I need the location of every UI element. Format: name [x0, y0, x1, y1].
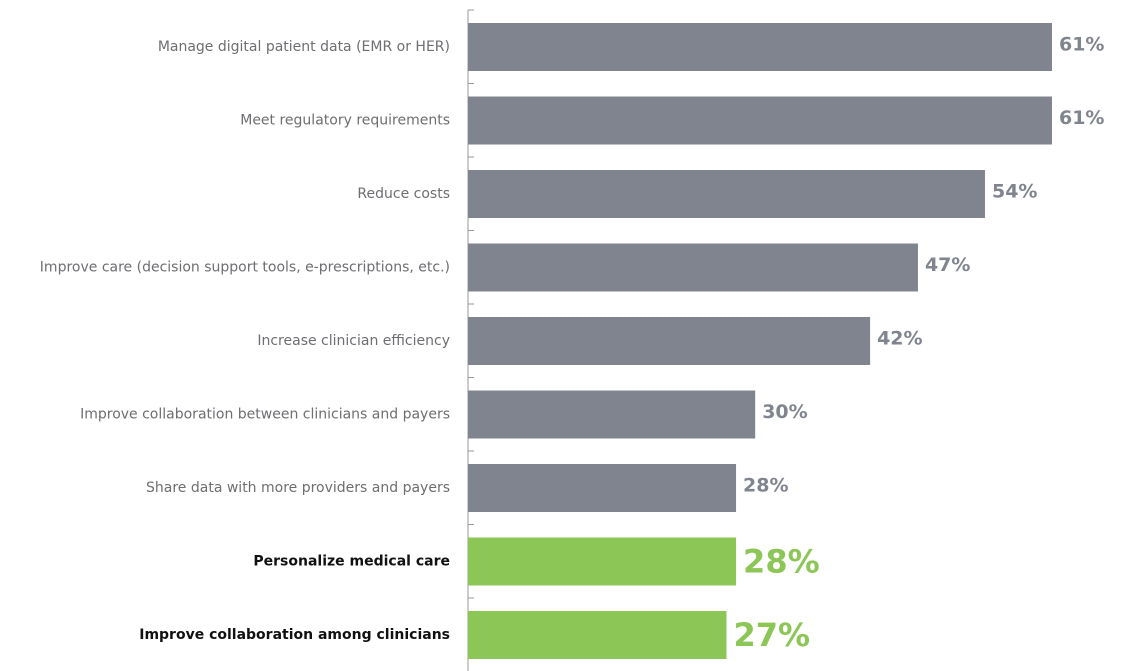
category-label: Share data with more providers and payer… [146, 480, 450, 496]
category-label: Meet regulatory requirements [240, 113, 450, 129]
category-label: Improve care (decision support tools, e-… [40, 260, 450, 276]
value-label: 42% [877, 328, 922, 350]
bar [468, 317, 871, 365]
bar [468, 611, 727, 659]
bar [468, 537, 737, 586]
category-label: Manage digital patient data (EMR or HER) [158, 39, 450, 55]
value-label: 61% [1059, 34, 1104, 56]
bar [468, 23, 1052, 71]
value-label: 54% [992, 181, 1037, 203]
value-label: 30% [762, 401, 807, 423]
value-label: 61% [1059, 107, 1104, 129]
bar [468, 170, 985, 218]
value-label: 47% [925, 254, 970, 276]
value-label: 27% [733, 616, 810, 654]
bar [468, 96, 1052, 145]
value-label: 28% [743, 543, 820, 581]
category-label: Improve collaboration between clinicians… [80, 407, 450, 423]
bar [468, 390, 756, 439]
bar [468, 464, 737, 512]
bar [468, 243, 918, 292]
category-label: Improve collaboration among clinicians [139, 627, 450, 643]
category-label: Personalize medical care [253, 554, 450, 570]
category-label: Increase clinician efficiency [257, 333, 450, 349]
value-label: 28% [743, 475, 788, 497]
category-label: Reduce costs [357, 186, 450, 202]
